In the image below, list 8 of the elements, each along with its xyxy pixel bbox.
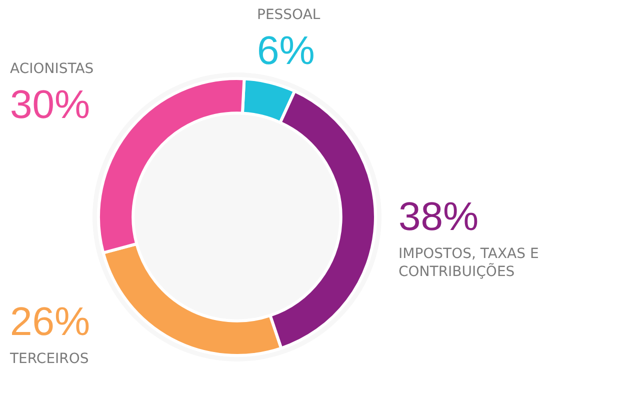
slice-label: TERCEIROS (9, 351, 89, 367)
data-label: 6% (257, 29, 315, 73)
slice-label: IMPOSTOS, TAXAS E CONTRIBUIÇÕES (398, 246, 539, 280)
data-label: 30% (10, 83, 90, 127)
data-label: 38% (398, 195, 479, 239)
data-label: 26% (10, 300, 90, 344)
slice-label: ACIONISTAS (10, 61, 94, 77)
slice-label: PESSOAL (257, 7, 320, 23)
